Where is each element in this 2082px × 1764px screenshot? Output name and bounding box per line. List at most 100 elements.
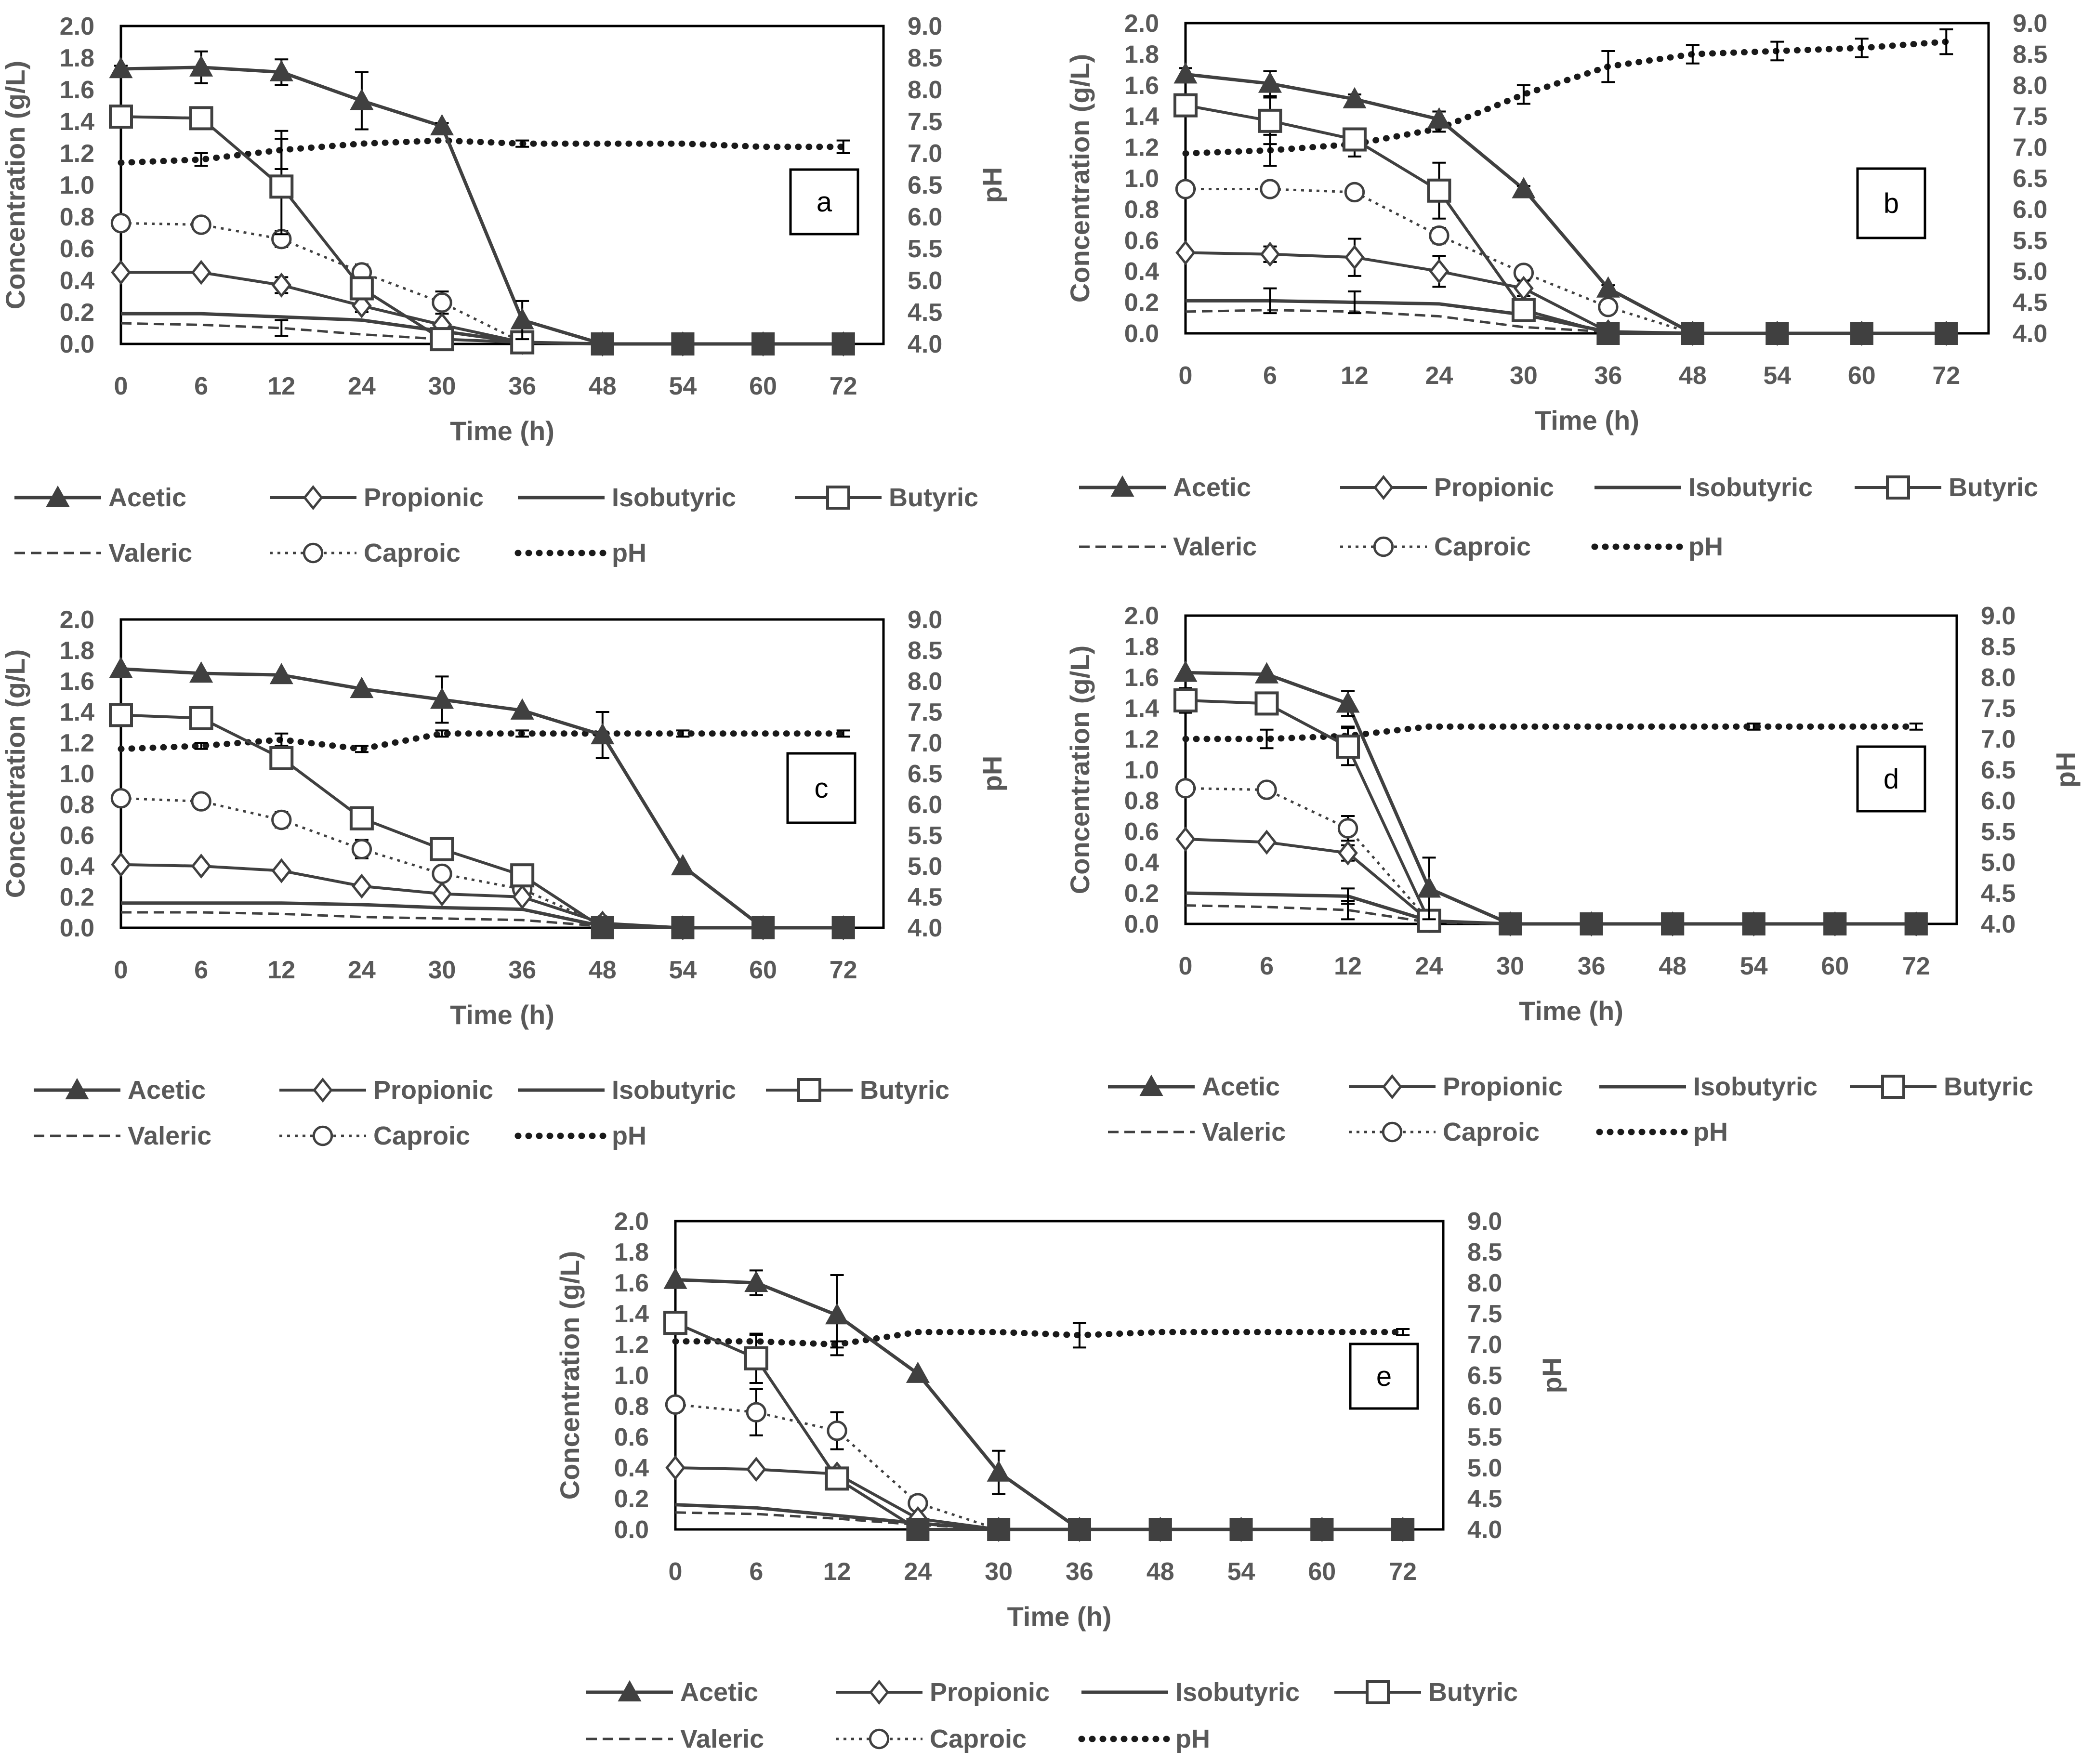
y2-tick-label: 6.5 <box>1981 756 2016 784</box>
plot-area <box>119 25 885 345</box>
x-tick-label: 60 <box>749 956 777 984</box>
y2-tick-label: 5.5 <box>908 822 942 850</box>
y2-tick-label: 5.0 <box>1467 1454 1502 1482</box>
legend-label-caproic: Caproic <box>364 539 461 567</box>
data-point-butyric <box>1427 178 1451 203</box>
data-point-butyric <box>987 1518 1011 1541</box>
legend-entry-ph: pH <box>1591 532 1723 561</box>
y2-tick-label: 4.0 <box>1981 910 2016 938</box>
legend-marker-caproic <box>869 1728 890 1750</box>
data-point-caproic <box>1344 182 1365 203</box>
y-tick-label: 0.4 <box>60 853 94 881</box>
data-point-butyric <box>825 1466 849 1491</box>
legend-entry-caproic: Caproic <box>1349 1118 1540 1146</box>
x-tick-label: 24 <box>1425 362 1453 390</box>
x-tick-label: 12 <box>1341 362 1369 390</box>
data-point-caproic <box>1256 779 1277 800</box>
x-tick-label: 6 <box>1263 362 1277 390</box>
y2-axis-title: pH <box>2050 752 2081 788</box>
legend-entry-acetic: Acetic <box>1079 473 1251 502</box>
x-tick-label: 72 <box>1389 1558 1417 1586</box>
data-point-butyric <box>1258 108 1282 133</box>
data-point-acetic <box>906 1361 930 1383</box>
x-tick-label: 0 <box>669 1558 683 1586</box>
data-point-acetic <box>269 663 293 685</box>
legend-entry-isobutyric: Isobutyric <box>518 1076 736 1105</box>
data-point-butyric <box>430 327 454 352</box>
y2-tick-label: 7.5 <box>2013 103 2047 131</box>
data-point-acetic <box>671 332 695 355</box>
data-point-acetic <box>189 55 213 77</box>
data-point-propionic <box>1338 840 1358 866</box>
x-tick-label: 36 <box>508 956 536 984</box>
y-tick-label: 1.4 <box>60 698 94 726</box>
data-point-caproic <box>110 788 132 809</box>
data-point-acetic <box>1336 691 1360 713</box>
x-tick-label: 60 <box>1308 1558 1336 1586</box>
data-point-propionic <box>1429 259 1449 284</box>
x-tick-label: 72 <box>1902 952 1930 980</box>
panel-label: d <box>1884 764 1899 795</box>
error-bar <box>194 742 208 750</box>
data-point-butyric <box>269 174 294 199</box>
data-point-acetic <box>671 854 695 876</box>
data-point-caproic <box>351 839 372 860</box>
legend-entry-propionic: Propionic <box>836 1678 1050 1707</box>
legend-label-ph: pH <box>1688 532 1723 561</box>
data-point-butyric <box>744 1346 768 1370</box>
series-line-caproic <box>1185 787 1916 925</box>
legend-marker-caproic <box>303 542 324 564</box>
x-tick-label: 54 <box>669 372 697 400</box>
legend-marker-propionic <box>303 485 323 511</box>
data-point-butyric <box>269 746 294 770</box>
data-point-butyric <box>663 1311 687 1335</box>
legend-marker-acetic <box>1139 1074 1163 1096</box>
x-tick-label: 48 <box>589 372 617 400</box>
y-tick-label: 0.2 <box>60 299 94 327</box>
data-point-butyric <box>189 706 213 730</box>
legend-label-isobutyric: Isobutyric <box>1688 473 1813 502</box>
y-tick-label: 1.0 <box>60 171 94 199</box>
legend-label-butyric: Butyric <box>1428 1678 1518 1707</box>
x-tick-label: 6 <box>194 372 208 400</box>
x-tick-label: 0 <box>114 372 128 400</box>
series-ph <box>118 729 850 753</box>
legend-label-valeric: Valeric <box>1202 1118 1286 1146</box>
legend-label-caproic: Caproic <box>373 1121 470 1150</box>
legend-entry-ph: pH <box>1596 1118 1728 1146</box>
data-point-acetic <box>825 1303 849 1325</box>
x-tick-label: 30 <box>985 1558 1013 1586</box>
y-tick-label: 0.2 <box>614 1485 649 1513</box>
y-tick-label: 2.0 <box>614 1208 649 1236</box>
x-tick-label: 0 <box>1179 362 1193 390</box>
error-bar <box>1686 44 1700 65</box>
legend-marker-caproic <box>1382 1121 1403 1143</box>
legend-marker-acetic <box>1110 475 1134 497</box>
panel-label-box <box>1856 167 1926 239</box>
y-tick-label: 0.2 <box>1124 880 1159 908</box>
legend-label-isobutyric: Isobutyric <box>1693 1072 1818 1101</box>
data-point-propionic <box>352 293 372 318</box>
legend-entry-acetic: Acetic <box>1108 1072 1280 1101</box>
y2-tick-label: 7.5 <box>908 108 942 136</box>
legend-label-butyric: Butyric <box>1949 473 2038 502</box>
error-bar <box>1072 1322 1086 1349</box>
legend-label-caproic: Caproic <box>930 1725 1027 1753</box>
error-bar <box>836 729 850 738</box>
series-line-acetic <box>120 667 843 930</box>
y2-tick-label: 8.0 <box>908 76 942 104</box>
data-point-acetic <box>751 916 775 939</box>
y-tick-label: 1.8 <box>1124 40 1159 68</box>
data-point-acetic <box>1596 276 1620 298</box>
legend-label-butyric: Butyric <box>1944 1072 2033 1101</box>
data-point-acetic <box>430 114 454 135</box>
error-bar <box>1260 728 1274 750</box>
y2-tick-label: 6.5 <box>1467 1362 1502 1390</box>
data-point-propionic <box>432 881 452 907</box>
data-point-acetic <box>189 661 213 683</box>
x-tick-label: 24 <box>348 956 376 984</box>
data-point-acetic <box>1391 1518 1415 1541</box>
legend-entry-propionic: Propionic <box>1349 1072 1563 1101</box>
data-point-caproic <box>1429 225 1449 246</box>
y-tick-label: 0.0 <box>614 1516 649 1544</box>
